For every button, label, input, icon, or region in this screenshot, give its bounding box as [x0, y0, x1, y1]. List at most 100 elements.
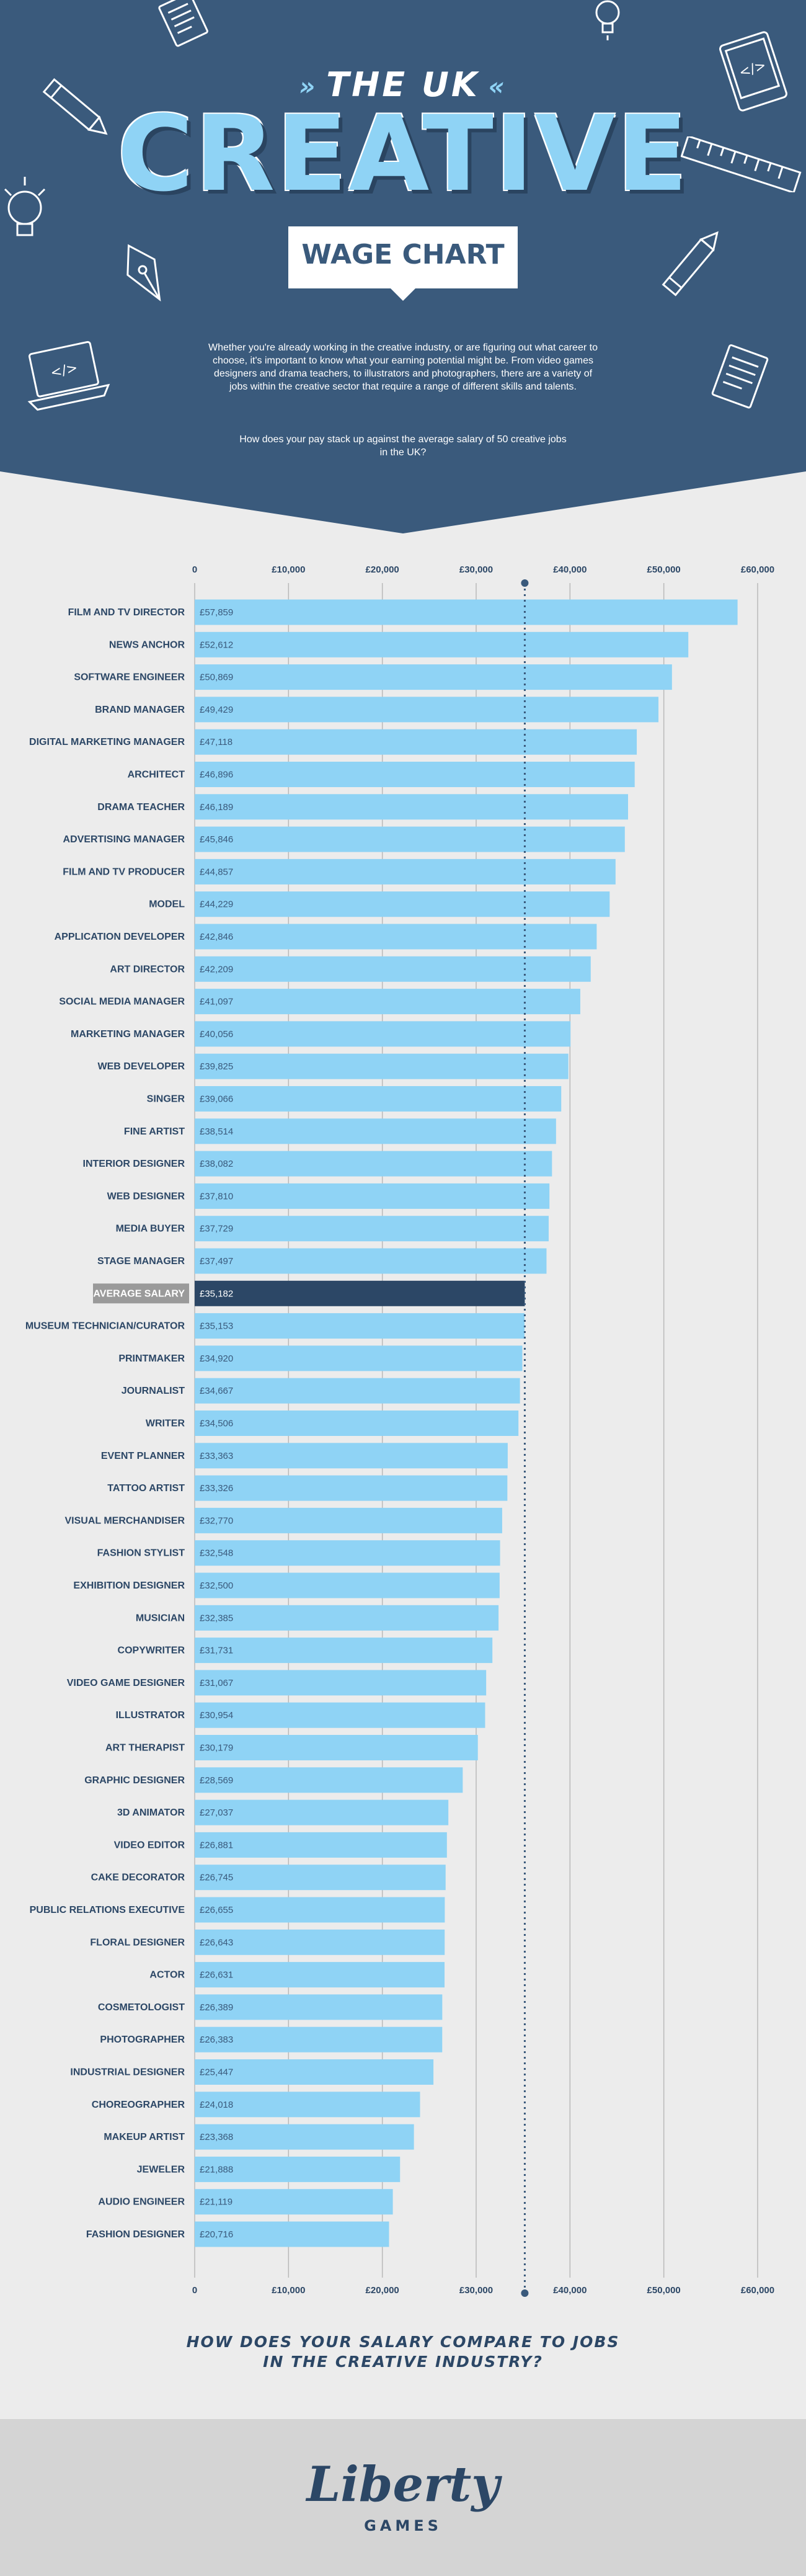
salary-bar [195, 2059, 434, 2085]
salary-bar [195, 858, 616, 885]
liberty-logo: Liberty [306, 2456, 500, 2513]
salary-bar [195, 1118, 556, 1144]
salary-bar [195, 729, 637, 755]
salary-bar [195, 2189, 393, 2215]
category-label: FASHION DESIGNER [86, 2229, 185, 2240]
category-label: NEWS ANCHOR [109, 640, 185, 650]
bar-value-label: £32,385 [200, 1613, 233, 1623]
category-label: PHOTOGRAPHER [100, 2035, 185, 2045]
bar-value-label: £26,643 [200, 1937, 233, 1948]
salary-bar [195, 1443, 508, 1469]
reference-line-dot [521, 2289, 529, 2297]
category-label: FLORAL DESIGNER [90, 1937, 185, 1948]
bar-value-label: £20,716 [200, 2229, 233, 2240]
header: </> </> » THE UK « CREATIVE WAGE CHART Whe… [0, 0, 806, 533]
bar-value-label: £26,631 [200, 1970, 233, 1981]
bar-value-label: £52,612 [200, 640, 233, 650]
salary-bar [195, 1767, 463, 1793]
bar-value-label: £24,018 [200, 2100, 233, 2110]
average-bar [195, 1280, 525, 1306]
x-tick-label: £30,000 [459, 2285, 493, 2296]
category-label: WEB DESIGNER [107, 1191, 185, 1201]
salary-bar [195, 891, 610, 917]
bar-value-label: £32,548 [200, 1548, 233, 1559]
x-tick-label: £30,000 [459, 564, 493, 575]
category-label: MAKEUP ARTIST [104, 2132, 185, 2142]
salary-bar [195, 1897, 445, 1923]
x-tick-label: £20,000 [366, 2285, 399, 2296]
bar-value-label: £37,497 [200, 1256, 233, 1267]
bar-value-label: £34,920 [200, 1353, 233, 1364]
salary-bar [195, 2026, 443, 2052]
bar-value-label: £26,383 [200, 2035, 233, 2045]
bar-value-label: £35,153 [200, 1321, 233, 1332]
category-label: MUSICIAN [136, 1613, 185, 1623]
bar-value-label: £49,429 [200, 705, 233, 715]
header-chevron [0, 471, 806, 533]
pencil-icon [42, 78, 108, 135]
category-label: DIGITAL MARKETING MANAGER [29, 737, 185, 747]
category-label: VISUAL MERCHANDISER [65, 1515, 185, 1526]
category-label: MUSEUM TECHNICIAN/CURATOR [25, 1321, 185, 1332]
banner-tip [391, 288, 415, 301]
category-label: WEB DEVELOPER [98, 1061, 185, 1072]
category-label: SOCIAL MEDIA MANAGER [59, 997, 185, 1007]
salary-bar [195, 1605, 499, 1631]
salary-bar [195, 1248, 547, 1274]
bar-value-label: £28,569 [200, 1775, 233, 1786]
bar-value-label: £41,097 [200, 997, 233, 1007]
salary-bar [195, 599, 738, 625]
salary-bar [195, 1799, 449, 1825]
salary-bar [195, 1053, 569, 1079]
bar-value-label: £26,389 [200, 2002, 233, 2013]
logo-subtitle: GAMES [364, 2517, 442, 2534]
category-label: VIDEO EDITOR [114, 1840, 185, 1850]
category-label: ART DIRECTOR [110, 964, 185, 974]
salary-bar [195, 1216, 549, 1242]
bar-value-label: £23,368 [200, 2132, 233, 2142]
category-label: AUDIO ENGINEER [98, 2197, 185, 2208]
x-tick-label: £50,000 [647, 2285, 681, 2296]
bar-value-label: £27,037 [200, 1807, 233, 1818]
bar-value-label: £21,119 [200, 2197, 232, 2208]
bar-value-label: £44,229 [200, 899, 233, 910]
salary-bar [195, 1572, 500, 1598]
laptop-code-icon: </> [27, 341, 110, 411]
bar-value-label: £37,810 [200, 1191, 233, 1201]
salary-bar [195, 1702, 485, 1728]
category-label: COSMETOLOGIST [98, 2002, 185, 2013]
reference-line-dot [521, 579, 529, 587]
salary-bar [195, 989, 580, 1015]
footer [0, 2419, 806, 2576]
category-label: ARCHITECT [128, 770, 185, 780]
bar-value-label: £30,179 [200, 1743, 233, 1754]
bar-value-label: £26,655 [200, 1905, 233, 1915]
bar-value-label: £33,326 [200, 1483, 233, 1494]
salary-bar [195, 924, 597, 950]
category-label: ACTOR [149, 1970, 185, 1981]
salary-bar [195, 1962, 445, 1988]
x-tick-label: 0 [192, 564, 197, 575]
bar-value-label: £42,209 [200, 964, 233, 974]
category-label: SOFTWARE ENGINEER [74, 672, 185, 683]
bar-value-label: £39,066 [200, 1094, 233, 1105]
salary-bar [195, 1735, 478, 1760]
laptop-code-icon: </> [719, 31, 787, 112]
category-label: ADVERTISING MANAGER [63, 834, 185, 845]
salary-bar [195, 1086, 562, 1112]
bottom-question: HOW DOES YOUR SALARY COMPARE TO JOBS IN … [186, 2333, 620, 2371]
bar-value-label: £42,846 [200, 932, 233, 942]
category-label: INTERIOR DESIGNER [83, 1159, 185, 1169]
category-label: INDUSTRIAL DESIGNER [70, 2067, 185, 2078]
x-tick-label: £50,000 [647, 564, 681, 575]
x-tick-label: £40,000 [553, 564, 587, 575]
bar-value-label: £46,189 [200, 802, 233, 813]
category-label: MODEL [149, 899, 185, 910]
salary-bar [195, 1021, 571, 1047]
category-label: PUBLIC RELATIONS EXECUTIVE [30, 1905, 185, 1915]
salary-bar [195, 1832, 447, 1858]
average-label-box [93, 1283, 189, 1304]
x-tick-label: £10,000 [272, 2285, 305, 2296]
category-label: APPLICATION DEVELOPER [55, 932, 185, 942]
category-label: CAKE DECORATOR [91, 1873, 185, 1883]
